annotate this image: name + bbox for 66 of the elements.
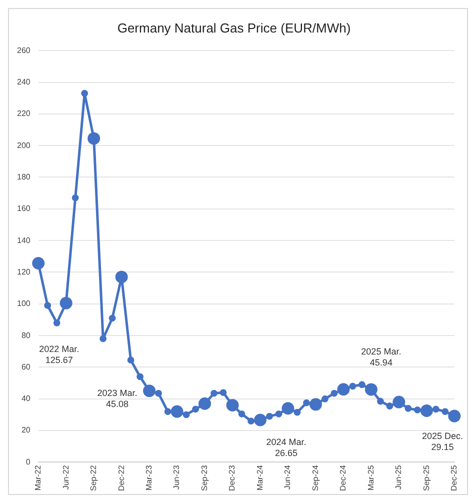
point [404,404,412,412]
x-tick-label: Sep-23 [200,464,209,491]
point [376,398,384,405]
point [294,408,301,416]
annotation: 2025 Dec. 29.15 [422,431,463,452]
x-tick-label: Sep-25 [422,464,431,491]
x-tick-label: Mar-22 [34,464,43,491]
x-tick-label: Jun-23 [172,464,182,490]
point [182,411,190,418]
y-tick-label: 200 [16,140,31,150]
point [414,406,421,414]
x-tick-label: Jun-24 [283,464,292,490]
annotation: 2024 Mar. 26.65 [266,437,306,458]
y-tick-label: 260 [16,46,31,55]
point [248,418,254,424]
point [72,194,79,202]
point [108,314,116,322]
point [322,395,328,402]
point [210,390,218,397]
x-tick-label: Mar-23 [144,464,154,491]
x-tick-label: Sep-24 [310,464,320,491]
y-tick-label: 180 [16,172,31,182]
point [220,389,227,396]
annotation: 2023 Mar. 45.08 [97,388,138,409]
y-tick-label: 60 [21,362,31,372]
point [100,335,107,342]
x-tick-label: Mar-24 [255,464,264,491]
x-tick-label: Dec-25 [450,464,459,491]
point [266,412,273,420]
y-tick-label: 0 [26,457,31,466]
point [238,410,246,418]
point [349,382,356,390]
point [164,408,172,415]
x-tick-label: Jun-25 [394,464,404,490]
x-tick-label: Dec-24 [338,464,348,491]
x-tick-label: Jun-22 [61,464,70,490]
y-tick-label: 20 [21,426,31,435]
x-tick-label: Dec-22 [116,464,126,491]
y-tick-label: 40 [21,394,31,404]
point [192,406,199,413]
x-tick-label: Sep-22 [89,464,98,491]
point [53,319,60,326]
point [127,356,134,364]
point [358,381,366,388]
point [44,302,52,309]
point [330,390,338,397]
point [275,410,282,418]
y-tick-label: 140 [16,236,31,245]
point [432,406,440,413]
point [386,402,394,410]
x-tick-label: Dec-23 [228,464,237,491]
point [303,399,310,406]
y-tick-label: 160 [16,204,31,214]
y-tick-label: 240 [16,77,31,86]
y-tick-label: 100 [16,299,31,308]
point [155,390,162,397]
point [136,373,144,380]
y-tick-label: 120 [16,267,31,276]
chart-title: Germany Natural Gas Price (EUR/MWh) [117,20,351,36]
x-tick-label: Mar-25 [366,464,376,491]
point [442,408,449,415]
annotation: 2025 Mar. 45.94 [361,346,402,368]
annotation: 2022 Mar. 125.67 [39,344,80,366]
y-tick-label: 220 [16,109,31,118]
y-tick-label: 80 [21,330,31,340]
point [81,90,88,97]
